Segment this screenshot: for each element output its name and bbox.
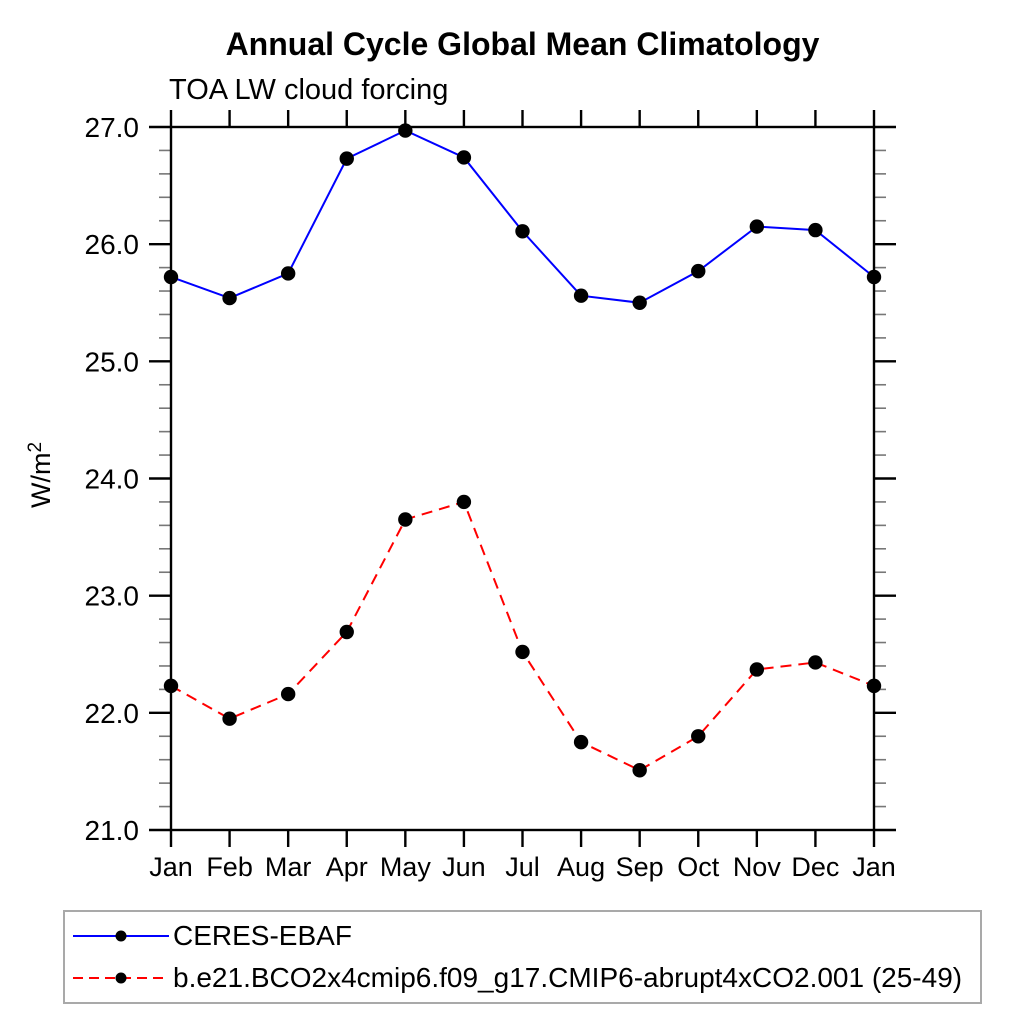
legend-box: CERES-EBAF b.e21.BCO2x4cmip6.f09_g17.CMI…	[63, 910, 982, 1004]
data-point-marker	[280, 266, 296, 281]
series-line-0	[170, 129, 875, 304]
data-point-marker	[280, 686, 296, 702]
data-point-marker	[866, 269, 882, 285]
data-point-marker	[163, 678, 179, 694]
data-point-marker	[339, 151, 354, 166]
data-point-marker	[866, 678, 882, 694]
y-tick-label: 21.0	[85, 815, 140, 846]
data-point-marker	[632, 295, 647, 310]
data-point-marker	[339, 624, 354, 640]
data-point-marker	[163, 269, 179, 285]
x-tick-label: Feb	[206, 852, 253, 882]
data-point-marker	[808, 655, 823, 670]
x-tick-label: Aug	[557, 852, 605, 882]
chart-subtitle: TOA LW cloud forcing	[169, 74, 449, 106]
legend-marker-dot	[115, 972, 127, 984]
data-point-marker	[515, 644, 530, 660]
data-point-marker	[456, 150, 472, 165]
y-minor-ticks	[159, 149, 886, 808]
series-markers-1	[163, 494, 882, 778]
legend-item-ceres-ebaf: CERES-EBAF	[73, 917, 980, 955]
data-point-marker	[398, 512, 413, 527]
y-tick-label: 27.0	[85, 112, 140, 143]
data-point-marker	[691, 729, 706, 744]
x-tick-label: Sep	[616, 852, 664, 882]
legend-label: CERES-EBAF	[173, 919, 352, 951]
x-tick-label: Jan	[852, 852, 896, 882]
y-major-ticks	[149, 125, 896, 832]
y-tick-label: 22.0	[85, 698, 140, 729]
data-point-marker	[808, 222, 823, 238]
data-point-marker	[749, 219, 765, 234]
y-tick-label: 25.0	[85, 346, 140, 377]
data-point-marker	[632, 763, 647, 778]
chart-title: Annual Cycle Global Mean Climatology	[225, 26, 820, 62]
legend-label: b.e21.BCO2x4cmip6.f09_g17.CMIP6-abrupt4x…	[173, 962, 963, 994]
x-tick-label: Nov	[733, 852, 782, 882]
series-line-1	[170, 500, 875, 772]
x-tick-label: Mar	[265, 852, 312, 882]
x-tick-label: May	[380, 852, 432, 882]
x-tick-label: Jun	[442, 852, 486, 882]
y-tick-label: 23.0	[85, 581, 140, 612]
y-axis-label: W/m2	[25, 442, 56, 508]
data-point-marker	[573, 734, 589, 750]
axis-box	[169, 125, 876, 832]
series-markers-0	[163, 123, 882, 310]
x-tick-label: Oct	[677, 852, 720, 882]
data-point-marker	[398, 123, 413, 138]
y-tick-label: 26.0	[85, 229, 140, 260]
x-tick-label: Jul	[505, 852, 540, 882]
month-labels: Jan Feb Mar Apr May Jun Jul Aug Sep Oct Nov Dec Jan	[149, 852, 896, 882]
legend-marker-dot	[115, 930, 127, 942]
legend-swatch-dashed-line-icon	[73, 972, 169, 984]
data-point-marker	[573, 288, 589, 303]
y-tick-label: 24.0	[85, 464, 140, 495]
data-point-marker	[222, 290, 237, 306]
legend-swatch-solid-line-icon	[73, 930, 169, 942]
data-point-marker	[515, 224, 530, 239]
x-tick-label: Dec	[791, 852, 839, 882]
x-tick-label: Jan	[149, 852, 193, 882]
data-point-marker	[749, 662, 765, 677]
data-point-marker	[691, 263, 706, 279]
y-tick-labels: 21.0 22.0 23.0 24.0 25.0 26.0 27.0	[85, 112, 140, 846]
legend-item-model-run: b.e21.BCO2x4cmip6.f09_g17.CMIP6-abrupt4x…	[73, 959, 980, 997]
data-point-marker	[222, 711, 237, 726]
x-tick-label: Apr	[326, 852, 368, 882]
month-ticks	[169, 110, 876, 847]
data-point-marker	[456, 494, 472, 510]
